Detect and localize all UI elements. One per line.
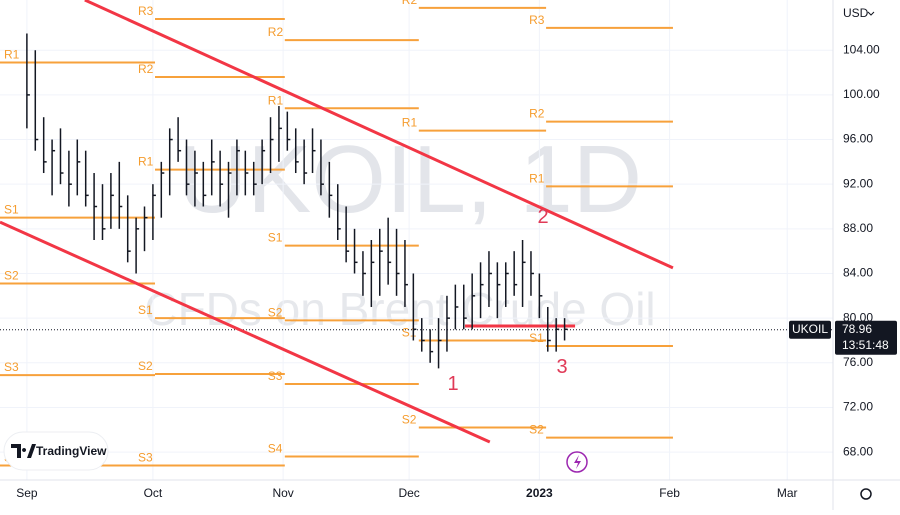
pivot-label: R2 [138, 62, 154, 76]
x-tick-label: Mar [777, 486, 798, 500]
currency-caret[interactable] [867, 11, 875, 16]
y-tick-label: 88.00 [843, 221, 873, 235]
pivot-label: S1 [402, 325, 417, 339]
pivot-label: S4 [268, 442, 283, 456]
y-tick-label: 96.00 [843, 132, 873, 146]
x-tick-label: Sep [16, 486, 38, 500]
symbol-label: UKOIL [792, 322, 828, 336]
settings-icon[interactable] [860, 488, 872, 500]
pivot-label: R3 [138, 4, 154, 18]
price-label: 78.96 [842, 322, 872, 336]
logo-icon[interactable] [11, 444, 36, 458]
x-tick-label: Feb [659, 486, 680, 500]
trendline [84, 0, 674, 270]
pivot-label: S3 [138, 450, 153, 464]
annotation: 1 [447, 373, 458, 395]
y-tick-label: 92.00 [843, 176, 873, 190]
x-tick-label: Nov [272, 486, 293, 500]
trendline [0, 220, 491, 444]
pivot-label: S1 [268, 231, 283, 245]
watermark: UKOIL, 1D [178, 126, 642, 233]
currency[interactable]: USD [843, 6, 869, 20]
pivot-label: S2 [402, 413, 417, 427]
pivot-label: S1 [4, 203, 19, 217]
symbol-box [789, 320, 831, 339]
pivot-label: R2 [529, 107, 545, 121]
x-tick-label: Dec [398, 486, 419, 500]
annotation: 2 [537, 206, 548, 228]
logo-text[interactable]: TradingView [36, 444, 107, 458]
pivot-label: R1 [4, 48, 20, 62]
y-tick-label: 104.00 [843, 42, 880, 56]
y-tick-label: 72.00 [843, 400, 873, 414]
pivot-label: S2 [268, 305, 283, 319]
events-bolt[interactable] [574, 455, 581, 469]
y-tick-label: 76.00 [843, 355, 873, 369]
pivot-label: S2 [138, 359, 153, 373]
logo-box[interactable] [3, 431, 109, 471]
pivot-label: S2 [4, 269, 19, 283]
x-tick-label: 2023 [526, 486, 553, 500]
y-tick-label: 100.00 [843, 87, 880, 101]
pivot-label: S3 [268, 369, 283, 383]
pivot-label: S2 [529, 423, 544, 437]
pivot-label: R1 [268, 93, 284, 107]
pivot-label: R2 [268, 25, 284, 39]
logo[interactable]: TradingView [3, 431, 109, 471]
x-tick-label: Oct [144, 486, 163, 500]
y-tick-label: 84.00 [843, 266, 873, 280]
pivot-label: R2 [402, 0, 418, 7]
pivot-label: S1 [529, 331, 544, 345]
annotation: 3 [556, 356, 567, 378]
pivot-label: R1 [529, 171, 545, 185]
plot: R1S1S2S3S4R3R2R1S1S2S3R2R1S1S2S3S4R2R1S1… [0, 0, 833, 480]
y-tick-label: 68.00 [843, 444, 873, 458]
pivot-label: R3 [529, 13, 545, 27]
countdown: 13:51:48 [842, 338, 889, 352]
pivot-label: S3 [4, 360, 19, 374]
pivot-label: R1 [402, 116, 418, 130]
watermark-subtitle: CFDs on Brent Crude Oil [144, 283, 655, 335]
pivot-label: R1 [138, 155, 154, 169]
pivot-label: S1 [138, 303, 153, 317]
price-box [835, 320, 897, 355]
